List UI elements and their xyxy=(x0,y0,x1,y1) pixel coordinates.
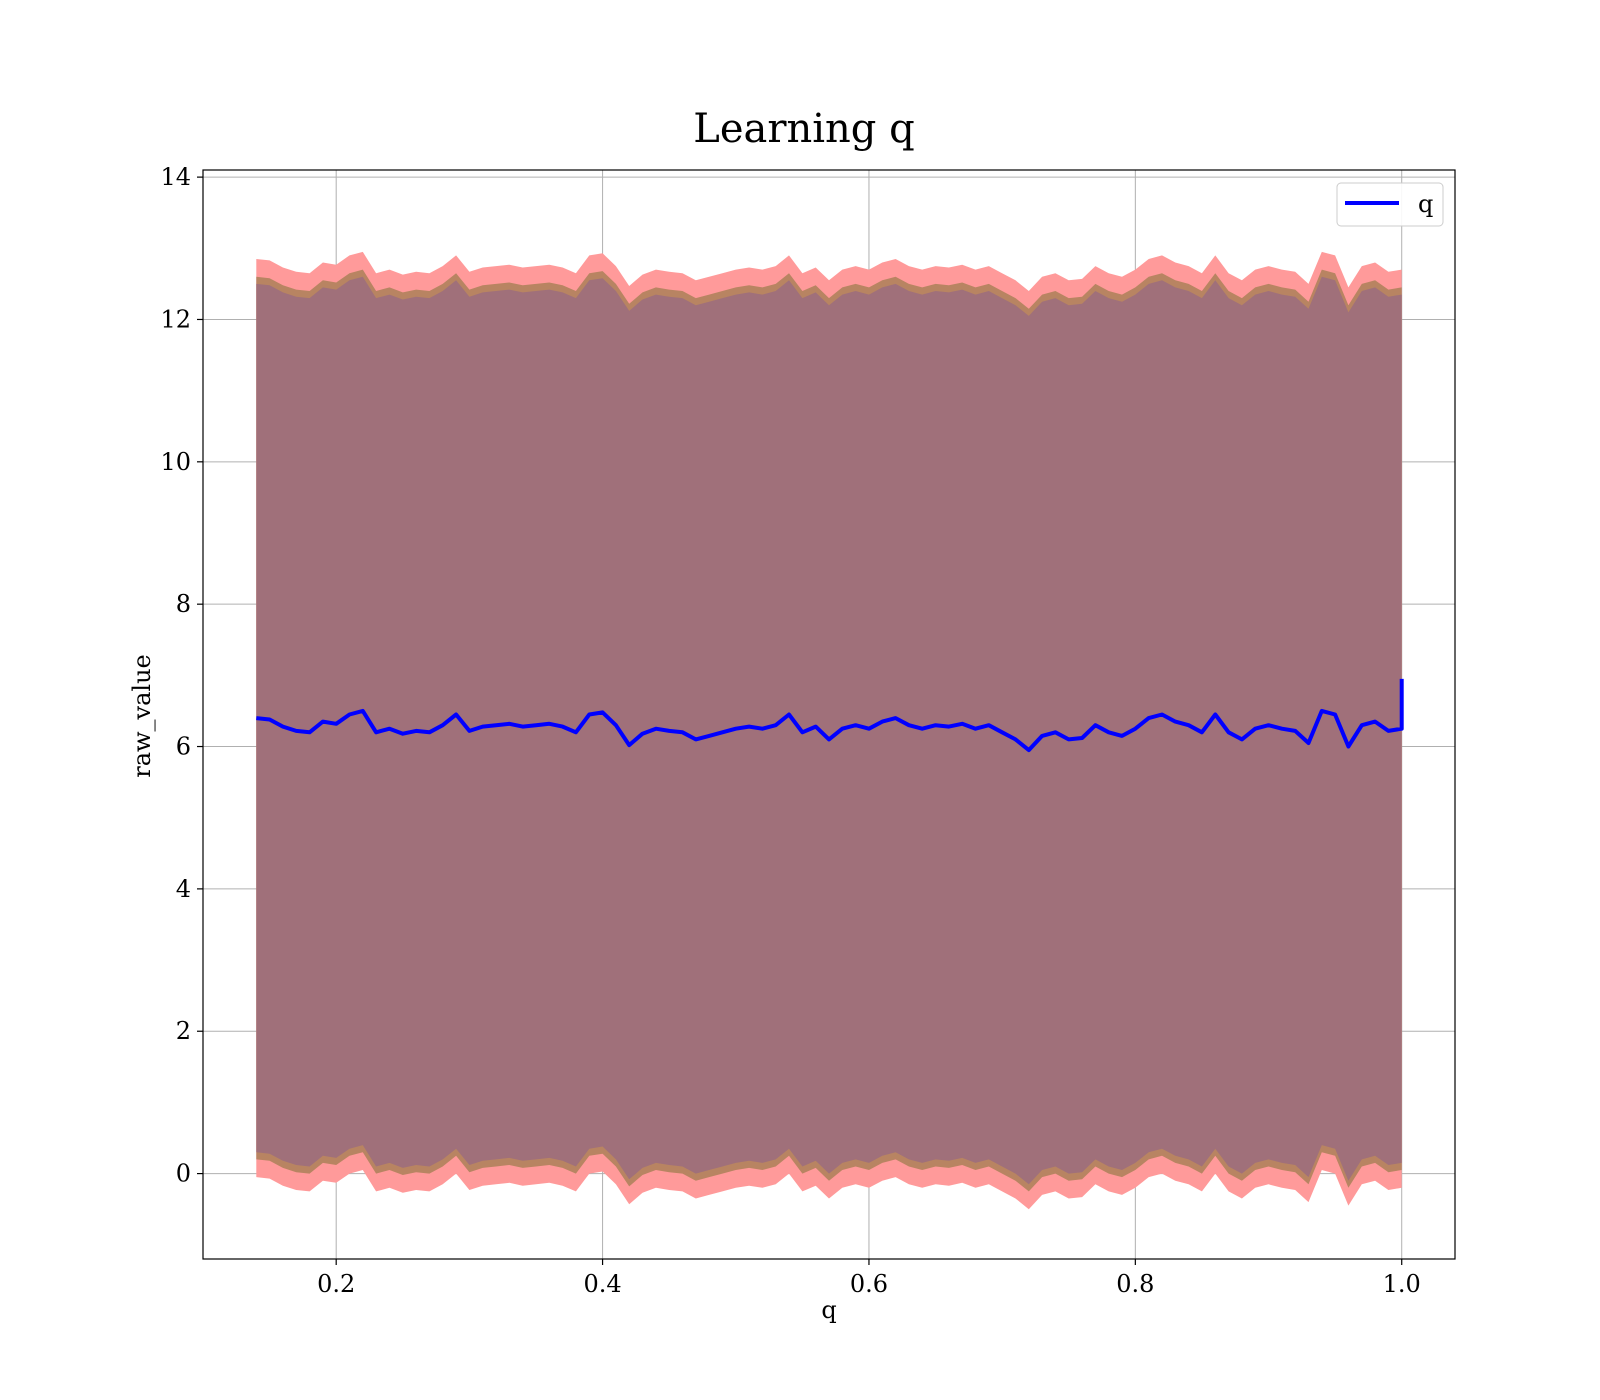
y-axis-label: raw_value xyxy=(128,654,156,778)
y-tick-label: 10 xyxy=(160,448,191,476)
x-axis-ticks: 0.2 0.4 0.6 0.8 1.0 xyxy=(317,1259,1421,1298)
x-tick-label: 0.8 xyxy=(1116,1270,1154,1298)
x-tick-label: 1.0 xyxy=(1383,1270,1421,1298)
y-tick-label: 4 xyxy=(176,875,191,903)
legend-label-q: q xyxy=(1418,190,1433,218)
series-line-q xyxy=(256,678,1404,753)
y-tick-label: 0 xyxy=(176,1160,191,1188)
legend: q xyxy=(1336,182,1444,227)
axes-frame xyxy=(202,169,1456,1260)
x-axis-label: q xyxy=(821,1296,836,1324)
x-tick-label: 0.2 xyxy=(317,1270,355,1298)
confidence-bands xyxy=(256,219,1402,1210)
y-tick-label: 2 xyxy=(176,1017,191,1045)
plot-area xyxy=(202,169,1456,1260)
y-tick-label: 8 xyxy=(176,590,191,618)
y-axis-ticks: 0 2 4 6 8 10 12 14 xyxy=(160,163,203,1188)
band-inner xyxy=(256,276,1402,1185)
y-tick-label: 6 xyxy=(176,733,191,761)
x-tick-label: 0.4 xyxy=(583,1270,621,1298)
x-tick-label: 0.6 xyxy=(850,1270,888,1298)
y-tick-label: 14 xyxy=(160,163,191,191)
y-tick-label: 12 xyxy=(160,305,191,333)
chart-title: Learning q xyxy=(693,106,914,152)
series-lines xyxy=(256,678,1404,753)
